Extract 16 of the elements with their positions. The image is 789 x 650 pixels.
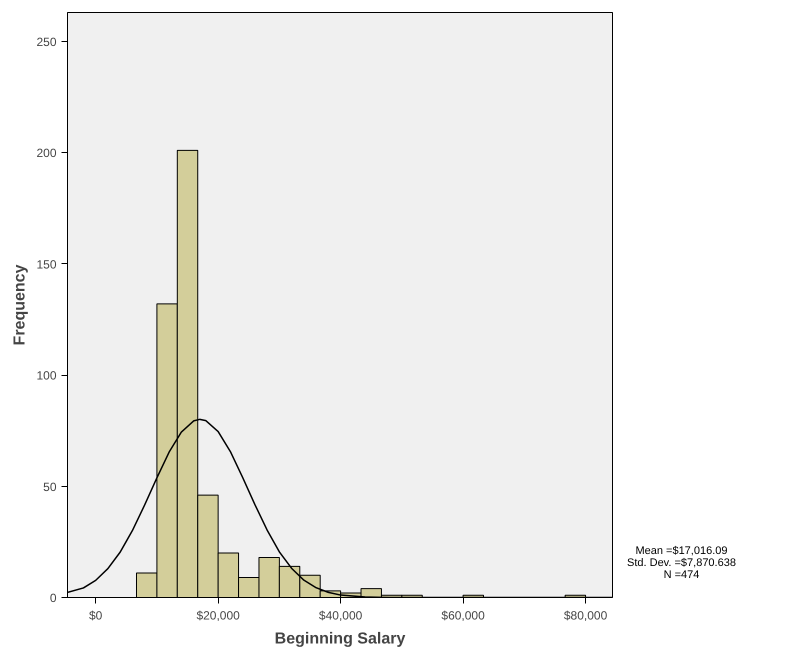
y-axis-title: Frequency bbox=[11, 264, 28, 346]
x-tick-label: $0 bbox=[88, 608, 103, 622]
x-axis-title: Beginning Salary bbox=[274, 630, 406, 648]
x-tick-label: $60,000 bbox=[441, 608, 486, 622]
y-tick-label: 150 bbox=[36, 257, 57, 272]
y-tick-label: 250 bbox=[36, 34, 57, 49]
y-tick-label: 50 bbox=[43, 480, 57, 494]
x-tick-label: $40,000 bbox=[318, 608, 363, 622]
text: Mean =$17,016.09 bbox=[634, 545, 729, 557]
y-tick-label: 200 bbox=[36, 146, 57, 160]
text: N =474 bbox=[662, 569, 700, 581]
y-tick-label: 0 bbox=[50, 591, 57, 605]
y-tick-label: 100 bbox=[36, 368, 57, 383]
text: Std. Dev. =$7,870.638 bbox=[627, 557, 736, 569]
x-tick-label: $80,000 bbox=[564, 608, 608, 622]
x-tick-label: $20,000 bbox=[196, 608, 240, 622]
